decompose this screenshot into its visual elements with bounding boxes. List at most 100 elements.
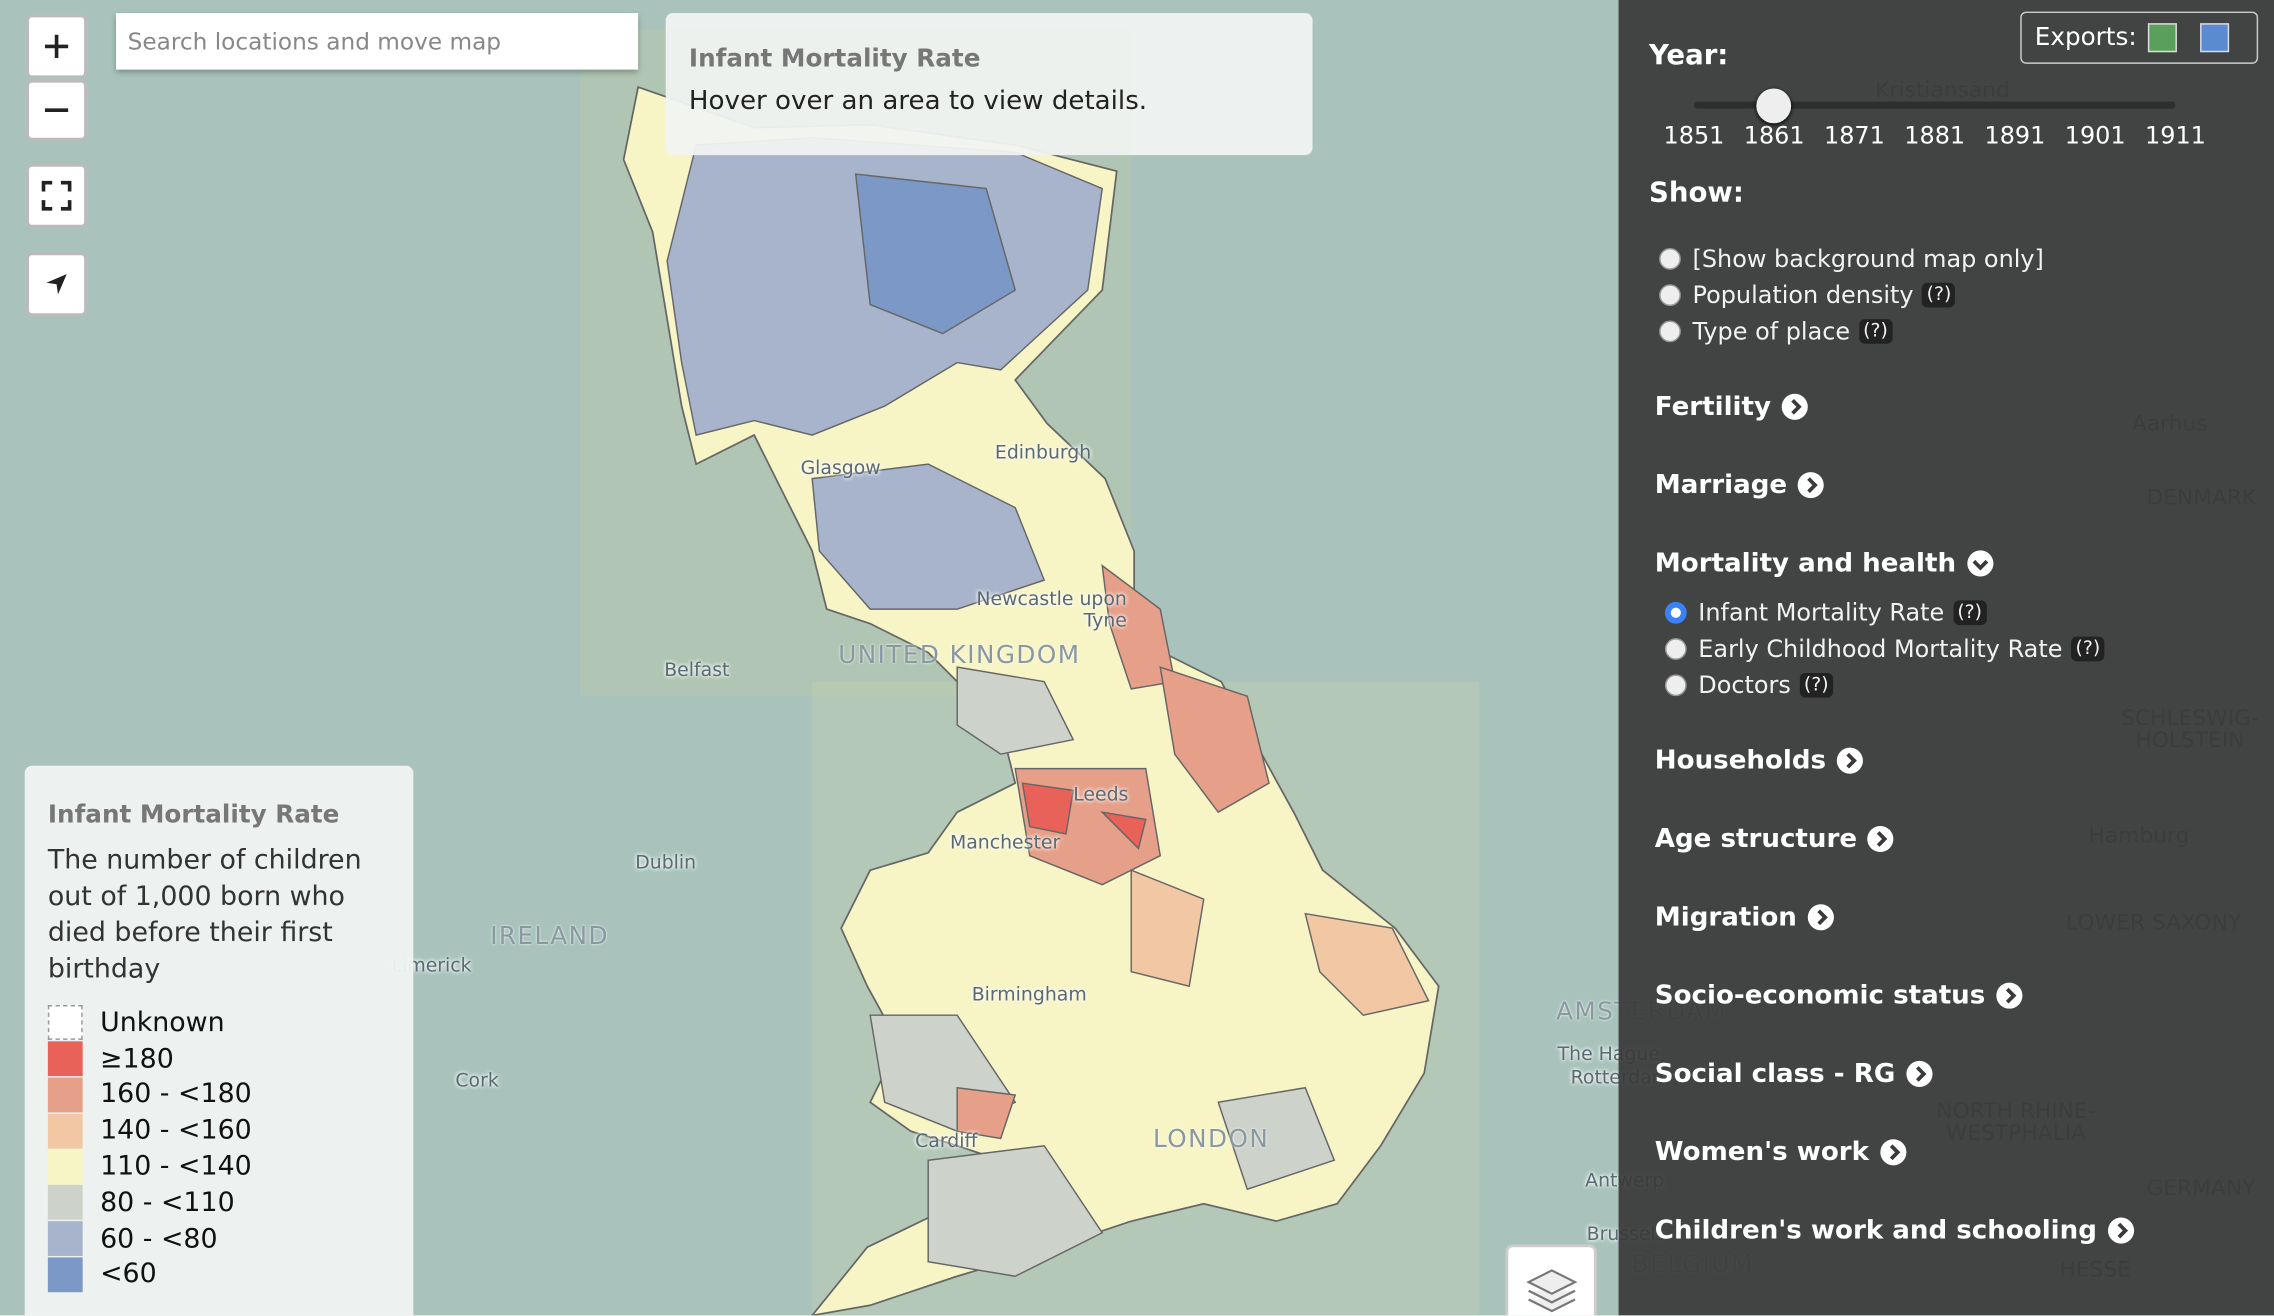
chevron-icon [1966, 550, 1994, 577]
section-header[interactable]: Fertility [1655, 392, 1809, 422]
radio-option[interactable]: Type of place (?) [1659, 317, 1893, 346]
map-label: Cardiff [915, 1131, 978, 1153]
section-header[interactable]: Households [1654, 745, 1864, 776]
legend-swatch [47, 1113, 83, 1149]
section-title: Age structure [1654, 823, 1858, 855]
legend-swatch [47, 1185, 83, 1221]
radio-option[interactable]: Population density (?) [1659, 281, 1956, 309]
map-label: Birmingham [971, 984, 1087, 1007]
radio-button[interactable] [1659, 320, 1681, 343]
legend-item: 110 - <140 [47, 1149, 390, 1185]
section-header[interactable]: Migration [1654, 902, 1835, 933]
legend-item: 140 - <160 [47, 1113, 390, 1149]
section-header[interactable]: Social class - RG [1655, 1059, 1933, 1089]
section-title: Women's work [1654, 1137, 1870, 1168]
legend-item: 80 - <110 [47, 1185, 390, 1221]
year-tick: 1851 [1663, 121, 1725, 150]
help-badge[interactable]: (?) [1922, 282, 1956, 308]
chevron-icon [1836, 747, 1864, 774]
image-icon[interactable] [2200, 23, 2230, 53]
chevron-icon [1797, 472, 1825, 499]
section-title: Households [1654, 745, 1827, 776]
zoom-out[interactable] [26, 79, 88, 141]
help-badge[interactable]: (?) [1952, 600, 1987, 626]
legend-label: 160 - <180 [100, 1079, 252, 1111]
chevron-icon [2107, 1217, 2134, 1244]
option-label: [Show background map only] [1692, 245, 2044, 273]
layers-button[interactable] [1505, 1244, 1597, 1316]
search-box[interactable]: Search locations and move map [116, 13, 639, 70]
legend-item: 160 - <180 [47, 1077, 390, 1113]
legend-label: <60 [100, 1259, 157, 1290]
radio-option[interactable]: Early Childhood Mortality Rate (?) [1664, 635, 2105, 663]
section-title: Fertility [1654, 391, 1771, 423]
legend-label: 110 - <140 [100, 1151, 252, 1183]
radio-button[interactable] [1664, 674, 1687, 697]
help-badge[interactable]: (?) [1799, 672, 1833, 698]
legend-description: The number of children out of 1,000 born… [47, 845, 362, 985]
map-label: LONDON [1152, 1125, 1270, 1155]
legend-swatch [47, 1149, 83, 1185]
section-header[interactable]: Mortality and health [1654, 548, 1994, 579]
legend-label: ≥180 [100, 1043, 174, 1075]
year-slider[interactable] [1693, 101, 2176, 109]
year-tick: 1881 [1904, 121, 1966, 150]
option-label: Type of place [1692, 317, 1851, 346]
sidebar: Exports: Year: 1851 1861 1871 1881 1891 1901 1… [1618, 0, 2274, 1316]
section-title: Mortality and health [1654, 548, 1957, 579]
option-label: Early Childhood Mortality Rate [1698, 635, 2063, 663]
legend: Infant Mortality Rate The number of chil… [24, 765, 414, 1316]
radio-button[interactable] [1664, 638, 1687, 660]
section-title: Marriage [1654, 469, 1788, 501]
section-header[interactable]: Age structure [1655, 824, 1895, 854]
legend-swatch [47, 1077, 83, 1113]
radio-button[interactable] [1664, 601, 1687, 624]
option-label: Infant Mortality Rate [1698, 598, 1945, 627]
legend-item: Unknown [47, 1005, 390, 1041]
section-title: Migration [1654, 902, 1797, 933]
year-tick: 1911 [2144, 121, 2206, 150]
chevron-icon [1879, 1139, 1906, 1166]
radio-option[interactable]: Doctors (?) [1664, 671, 1833, 700]
year-tick: 1891 [1984, 121, 2046, 150]
excel-icon[interactable] [2148, 23, 2178, 53]
chevron-icon [1867, 825, 1895, 853]
section-header[interactable]: Children's work and schooling [1655, 1215, 2135, 1246]
year-tick: 1901 [2064, 121, 2126, 150]
show-label: Show: [1648, 176, 1744, 209]
fullscreen-icon [41, 180, 72, 211]
section-header[interactable]: Socio-economic status [1654, 980, 2023, 1011]
locate[interactable] [26, 252, 88, 317]
section-title: Socio-economic status [1654, 980, 1986, 1011]
year-tick: 1861 [1743, 121, 1805, 150]
map-label: Newcastle upon Tyne [976, 588, 1127, 633]
layers-icon [1525, 1269, 1577, 1313]
zoom-in[interactable] [26, 14, 88, 79]
section-header[interactable]: Marriage [1655, 470, 1825, 500]
legend-items: Unknown ≥180 160 - <180 140 - <160 110 - <14… [47, 1005, 390, 1293]
legend-label: 140 - <160 [100, 1115, 252, 1147]
legend-label: 80 - <110 [100, 1187, 235, 1219]
legend-label: Unknown [100, 1007, 225, 1039]
plus-icon [44, 34, 69, 59]
fullscreen[interactable] [26, 163, 88, 228]
exports[interactable]: Exports: [2020, 11, 2259, 64]
search-placeholder: Search locations and move map [127, 27, 502, 56]
help-badge[interactable]: (?) [1858, 319, 1893, 344]
map-label: Glasgow [800, 458, 881, 481]
option-label: Population density [1692, 281, 1914, 309]
legend-title: Infant Mortality Rate [47, 800, 340, 830]
help-badge[interactable]: (?) [2071, 636, 2105, 662]
option-label: Doctors [1698, 671, 1791, 700]
chevron-icon [1906, 1060, 1933, 1087]
slider-handle[interactable] [1756, 88, 1792, 124]
radio-button[interactable] [1659, 284, 1681, 307]
radio-option[interactable]: Infant Mortality Rate (?) [1664, 598, 1987, 627]
radio-button[interactable] [1659, 248, 1681, 270]
chevron-icon [1781, 393, 1808, 420]
radio-option[interactable]: [Show background map only] [1659, 245, 2044, 273]
section-header[interactable]: Women's work [1655, 1137, 1907, 1167]
